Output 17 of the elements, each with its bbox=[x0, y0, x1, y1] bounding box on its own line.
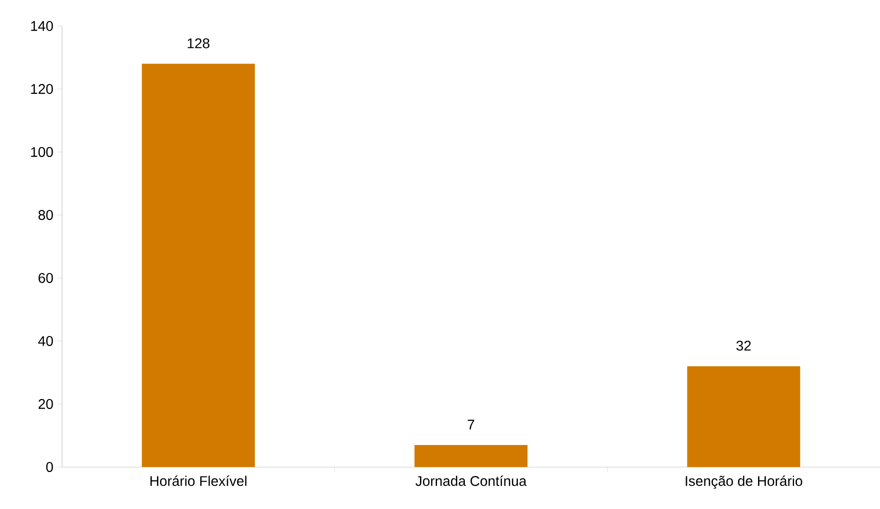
y-tick-label: 60 bbox=[38, 273, 53, 283]
y-tick-label: 100 bbox=[31, 147, 53, 157]
x-tick-label: Horário Flexível bbox=[150, 476, 246, 486]
bar bbox=[142, 64, 255, 467]
x-tick-label: Jornada Contínua bbox=[416, 476, 527, 486]
data-label: 32 bbox=[736, 340, 751, 351]
bar bbox=[414, 444, 528, 467]
x-tick-label: Isenção de Horário bbox=[686, 476, 802, 489]
y-tick-label: 80 bbox=[38, 210, 53, 220]
data-label: 7 bbox=[468, 420, 474, 430]
y-tick-label: 120 bbox=[31, 84, 53, 94]
y-tick-label: 0 bbox=[46, 462, 53, 472]
bar bbox=[687, 366, 800, 467]
data-label: 128 bbox=[188, 38, 210, 48]
y-tick-label: 20 bbox=[38, 399, 53, 409]
y-tick-label: 140 bbox=[31, 21, 53, 31]
y-tick-label: 40 bbox=[38, 336, 53, 346]
